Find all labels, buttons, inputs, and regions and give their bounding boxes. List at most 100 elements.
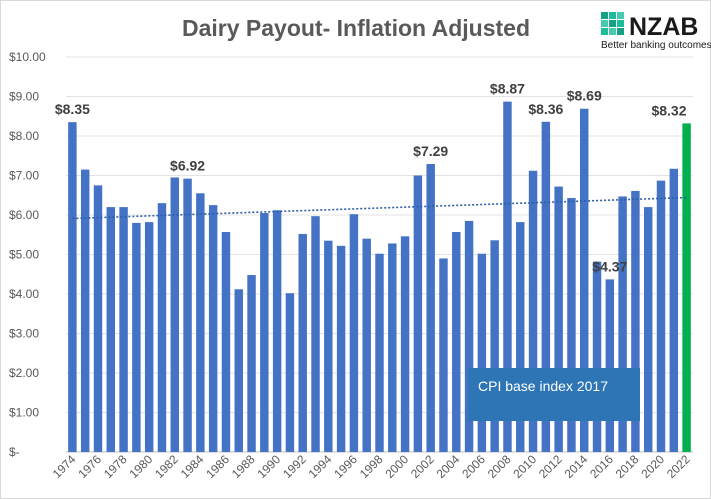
bar-1982 — [170, 177, 179, 452]
bar-1979 — [132, 222, 141, 452]
bar-2017 — [618, 196, 627, 452]
y-tick-label: $2.00 — [9, 366, 39, 380]
x-tick-label: 1994 — [306, 452, 335, 481]
chart-title: Dairy Payout- Inflation Adjusted — [182, 15, 530, 41]
x-tick-label: 1982 — [152, 452, 181, 481]
bar-1990 — [272, 210, 282, 452]
bar-1978 — [119, 207, 128, 452]
bar-1999 — [388, 243, 397, 452]
bar-1977 — [106, 207, 116, 452]
bar-2010 — [528, 170, 538, 452]
x-axis-ticks: 1974197619781980198219841986198819901992… — [50, 452, 693, 481]
data-label-1983: $6.92 — [170, 158, 205, 174]
bar-2001 — [413, 175, 423, 452]
bar-2000 — [400, 236, 410, 452]
bar-2020 — [656, 180, 666, 452]
x-tick-label: 2018 — [613, 452, 642, 481]
x-tick-label: 2000 — [382, 452, 411, 481]
bar-2009 — [516, 222, 525, 452]
x-tick-label: 1988 — [229, 452, 258, 481]
data-label-2002: $7.29 — [413, 143, 448, 159]
cpi-annotation-box — [468, 368, 640, 421]
y-tick-label: $9.00 — [9, 90, 39, 104]
y-tick-label: $7.00 — [9, 169, 39, 183]
bar-1980 — [144, 222, 154, 452]
bar-1986 — [221, 231, 231, 452]
bar-2006 — [477, 253, 487, 452]
logo-name: NZAB — [629, 13, 698, 41]
y-tick-label: $- — [9, 445, 20, 459]
y-tick-label: $3.00 — [9, 327, 39, 341]
x-tick-label: 2008 — [485, 452, 514, 481]
bar-1983 — [183, 178, 192, 452]
bar-2012 — [554, 186, 563, 452]
bars — [68, 101, 691, 453]
bar-2002 — [426, 164, 435, 453]
data-label-2022: $8.32 — [651, 102, 686, 118]
bar-1995 — [336, 245, 346, 452]
x-tick-label: 1990 — [254, 452, 283, 481]
data-label-2014: $8.69 — [567, 88, 602, 104]
bar-1991 — [285, 293, 295, 452]
y-tick-label: $6.00 — [9, 208, 39, 222]
data-labels: $8.35 $6.92 $7.29 $8.87$8.36$8.69 $4.37 $8.32 — [55, 81, 687, 275]
data-label-2008: $8.87 — [490, 81, 525, 97]
bar-2003 — [439, 258, 448, 452]
bar-2021 — [669, 168, 679, 452]
x-tick-label: 1986 — [203, 452, 232, 481]
x-tick-label: 1980 — [127, 452, 156, 481]
bar-2014 — [580, 108, 589, 453]
bar-1974 — [68, 122, 77, 453]
bar-1988 — [247, 275, 256, 452]
cpi-annotation-text: CPI base index 2017 — [478, 378, 608, 394]
bar-2015 — [592, 261, 602, 452]
bar-1984 — [196, 193, 205, 452]
y-tick-label: $8.00 — [9, 129, 39, 143]
x-tick-label: 2014 — [562, 452, 591, 481]
x-tick-label: 1974 — [50, 452, 79, 481]
x-tick-label: 2020 — [638, 452, 667, 481]
x-tick-label: 2022 — [664, 452, 693, 481]
bar-1992 — [298, 233, 307, 452]
nzab-logo-icon — [601, 12, 624, 35]
x-tick-label: 1976 — [75, 452, 104, 481]
x-tick-label: 1996 — [331, 452, 360, 481]
bar-2011 — [541, 121, 551, 452]
x-tick-label: 2010 — [510, 452, 539, 481]
bar-2007 — [490, 240, 499, 452]
logo-tagline: Better banking outcomes — [601, 40, 711, 51]
bar-1981 — [157, 203, 167, 452]
data-label-2011: $8.36 — [528, 101, 563, 117]
bar-1985 — [208, 205, 218, 452]
bar-1996 — [349, 214, 359, 452]
bar-1997 — [362, 238, 371, 452]
x-tick-label: 2006 — [459, 452, 488, 481]
bar-1987 — [234, 289, 243, 452]
bar-2016 — [605, 279, 615, 452]
bar-2005 — [464, 220, 474, 452]
y-axis-ticks: $- $1.00 $2.00 $3.00 $4.00 $5.00 $6.00 $7.00 $8.… — [9, 50, 46, 459]
nzab-logo: NZAB Better banking outcomes — [601, 12, 711, 51]
bar-2004 — [452, 231, 461, 452]
bar-2018 — [631, 190, 640, 452]
bar-2022 — [682, 123, 691, 453]
bar-1998 — [375, 253, 384, 452]
bar-1989 — [260, 213, 269, 452]
x-tick-label: 2004 — [434, 452, 463, 481]
bar-1975 — [80, 169, 90, 452]
x-tick-label: 2016 — [587, 452, 616, 481]
bar-2008 — [503, 101, 512, 452]
trendline — [72, 196, 687, 220]
data-label-1974: $8.35 — [55, 101, 90, 117]
x-tick-label: 1992 — [280, 452, 309, 481]
y-tick-label: $5.00 — [9, 248, 39, 262]
x-tick-label: 2012 — [536, 452, 565, 481]
bar-2019 — [643, 207, 653, 452]
bar-2013 — [567, 198, 576, 452]
data-label-2016: $4.37 — [592, 258, 627, 274]
bar-1976 — [93, 185, 103, 452]
bar-1994 — [324, 240, 333, 452]
x-tick-label: 1984 — [178, 452, 207, 481]
